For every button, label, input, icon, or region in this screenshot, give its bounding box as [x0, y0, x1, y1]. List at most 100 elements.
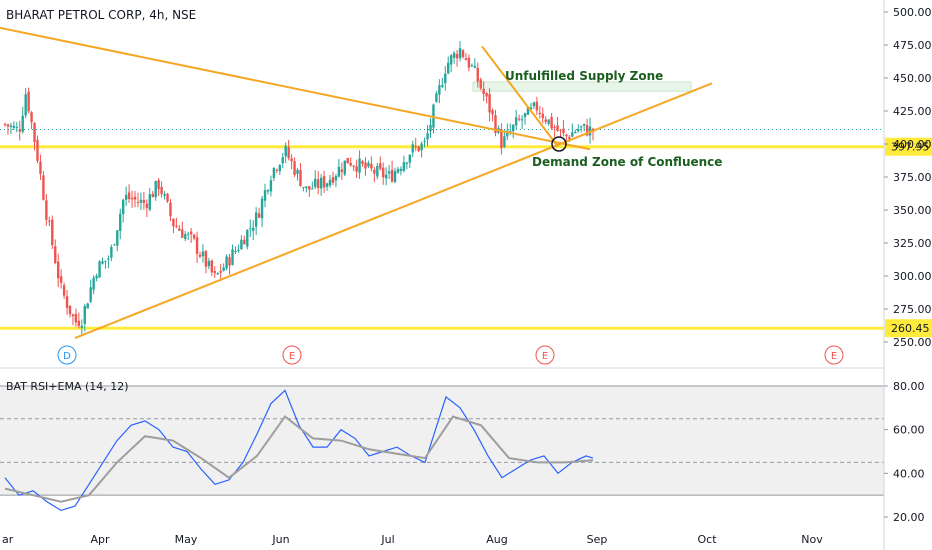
candle-body	[467, 57, 471, 68]
supply-zone-rect	[472, 81, 692, 92]
confluence-circle	[551, 136, 567, 152]
candle-body	[186, 233, 190, 235]
rsi-tick-label: 60.00	[893, 424, 925, 437]
rsi-tick-label: 40.00	[893, 467, 925, 480]
candle-body	[284, 145, 287, 157]
trendlines	[0, 26, 713, 339]
candle-body	[361, 161, 364, 164]
candle-body	[314, 178, 317, 187]
candle-body	[124, 194, 128, 200]
rsi-tick-label: 80.00	[893, 380, 925, 393]
candle-body	[512, 124, 515, 132]
candle-body	[195, 237, 199, 254]
candle-body	[293, 161, 296, 175]
candle-body	[278, 165, 281, 172]
candle-body	[364, 162, 367, 169]
candle-body	[27, 91, 30, 112]
candle-body	[101, 261, 104, 264]
candle-body	[476, 67, 479, 82]
candle-body	[145, 203, 149, 208]
rising-trendline	[74, 82, 713, 339]
candle-body	[80, 325, 84, 328]
candle-body	[59, 276, 63, 283]
x-tick-label: Jul	[380, 533, 394, 546]
candle-body	[447, 62, 450, 74]
x-tick-label: Jun	[271, 533, 289, 546]
candle-body	[3, 123, 7, 125]
candle-body	[417, 146, 420, 151]
candle-body	[42, 175, 45, 200]
candle-body	[65, 296, 69, 308]
candle-body	[216, 273, 219, 275]
candle-body	[317, 179, 320, 188]
candle-body	[36, 139, 39, 162]
candle-body	[296, 169, 299, 174]
candle-body	[346, 157, 349, 164]
candle-body	[325, 183, 329, 187]
candle-body	[305, 186, 308, 188]
candle-body	[491, 110, 494, 115]
candle-body	[266, 190, 270, 192]
candle-body	[337, 166, 341, 177]
candle-body	[51, 219, 54, 245]
supply-zone	[472, 81, 692, 92]
x-tick-label: May	[175, 533, 198, 546]
chart-title: BHARAT PETROL CORP, 4h, NSE	[6, 8, 197, 22]
x-tick-label: Apr	[90, 533, 110, 546]
candle-body	[571, 132, 574, 137]
candle-body	[382, 167, 385, 178]
candle-body	[175, 225, 178, 228]
candle-body	[503, 136, 506, 147]
candle-body	[565, 134, 568, 137]
ema-line	[4, 415, 594, 503]
x-tick-label: Nov	[801, 533, 823, 546]
candle-body	[98, 261, 101, 278]
candle-body	[585, 125, 589, 136]
candle-body	[95, 275, 98, 279]
candle-body	[154, 180, 157, 198]
candle-body	[71, 314, 75, 317]
candle-body	[550, 117, 553, 129]
candle-body	[355, 166, 358, 172]
candle-body	[331, 177, 335, 183]
candle-body	[252, 227, 255, 231]
candle-body	[322, 176, 326, 188]
candle-body	[48, 220, 51, 222]
candle-body	[237, 249, 240, 251]
candle-body	[130, 197, 134, 200]
candle-body	[257, 213, 261, 218]
candle-body	[562, 128, 565, 134]
candle-body	[579, 126, 583, 128]
candle-body	[343, 160, 346, 175]
candle-body	[92, 277, 95, 290]
candle-body	[488, 94, 491, 113]
price-tick-label: 300.00	[893, 270, 932, 283]
candle-body	[568, 136, 571, 139]
candle-body	[438, 85, 441, 95]
candle-body	[517, 118, 521, 120]
candle-body	[136, 201, 140, 203]
candle-body	[148, 194, 151, 210]
candle-body	[479, 79, 482, 89]
candle-body	[393, 171, 397, 182]
candle-body	[18, 129, 21, 132]
short-downtrend-line	[481, 45, 559, 148]
price-level-label: 397.95	[891, 141, 930, 154]
candle-body	[299, 170, 302, 187]
candle-body	[249, 228, 252, 230]
candle-body	[33, 122, 36, 142]
candle-body	[39, 161, 42, 174]
candle-body	[127, 192, 131, 200]
event-marker-label: D	[63, 351, 71, 362]
candle-body	[559, 129, 562, 131]
candle-body	[538, 112, 542, 114]
candle-body	[231, 249, 234, 266]
candle-body	[281, 157, 284, 164]
candle-body	[458, 48, 462, 59]
candle-body	[246, 229, 249, 247]
candle-body	[328, 179, 332, 186]
candle-body	[139, 199, 143, 203]
candle-body	[166, 193, 169, 202]
candle-body	[121, 199, 125, 215]
